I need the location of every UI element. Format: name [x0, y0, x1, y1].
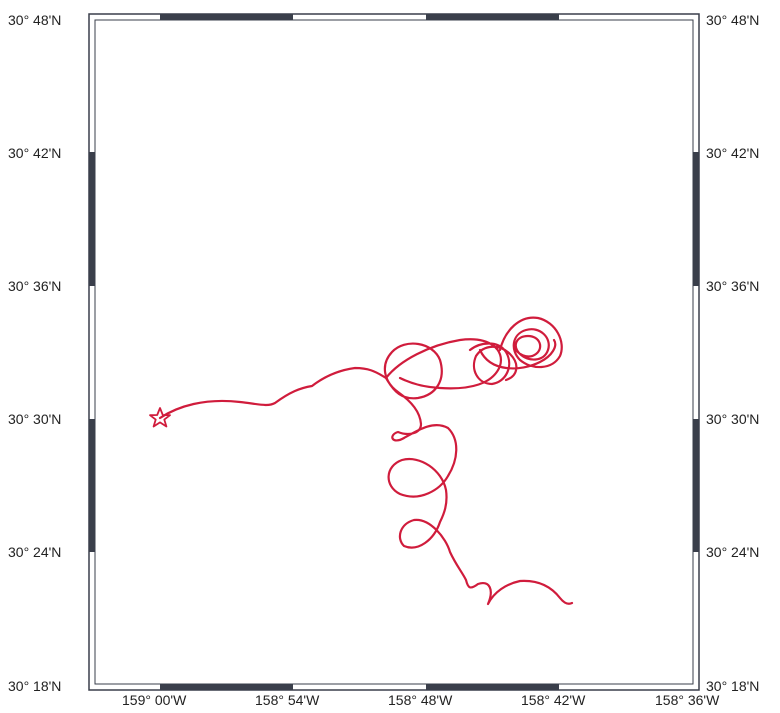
lon-label-0: 159° 00'W: [122, 692, 187, 708]
lon-label-3: 158° 42'W: [521, 692, 586, 708]
lat-label-right-1: 30° 42'N: [706, 145, 760, 161]
map-frame-outer: [88, 13, 700, 691]
lat-label-left-5: 30° 18'N: [8, 678, 62, 694]
map-frame-inner: [94, 19, 694, 685]
lat-label-left-4: 30° 24'N: [8, 544, 62, 560]
drifter-track: [158, 342, 574, 606]
frame-right-bars: [693, 152, 699, 552]
lat-label-left-3: 30° 30'N: [8, 411, 62, 427]
start-star-marker: [149, 407, 171, 428]
lat-label-right-5: 30° 18'N: [706, 678, 760, 694]
lon-label-2: 158° 48'W: [388, 692, 453, 708]
lat-label-right-3: 30° 30'N: [706, 411, 760, 427]
frame-bottom-bars: [160, 684, 559, 690]
lon-label-4: 158° 36'W: [655, 692, 720, 708]
lat-label-right-2: 30° 36'N: [706, 278, 760, 294]
lat-label-left-0: 30° 48'N: [8, 12, 62, 28]
frame-left-bars: [89, 152, 95, 552]
drifter-track-loops: [384, 316, 563, 390]
lat-label-left-2: 30° 36'N: [8, 278, 62, 294]
lat-label-left-1: 30° 42'N: [8, 145, 62, 161]
lat-label-right-4: 30° 24'N: [706, 544, 760, 560]
lon-label-1: 158° 54'W: [255, 692, 320, 708]
lat-label-right-0: 30° 48'N: [706, 12, 760, 28]
frame-top-bars: [160, 14, 559, 20]
